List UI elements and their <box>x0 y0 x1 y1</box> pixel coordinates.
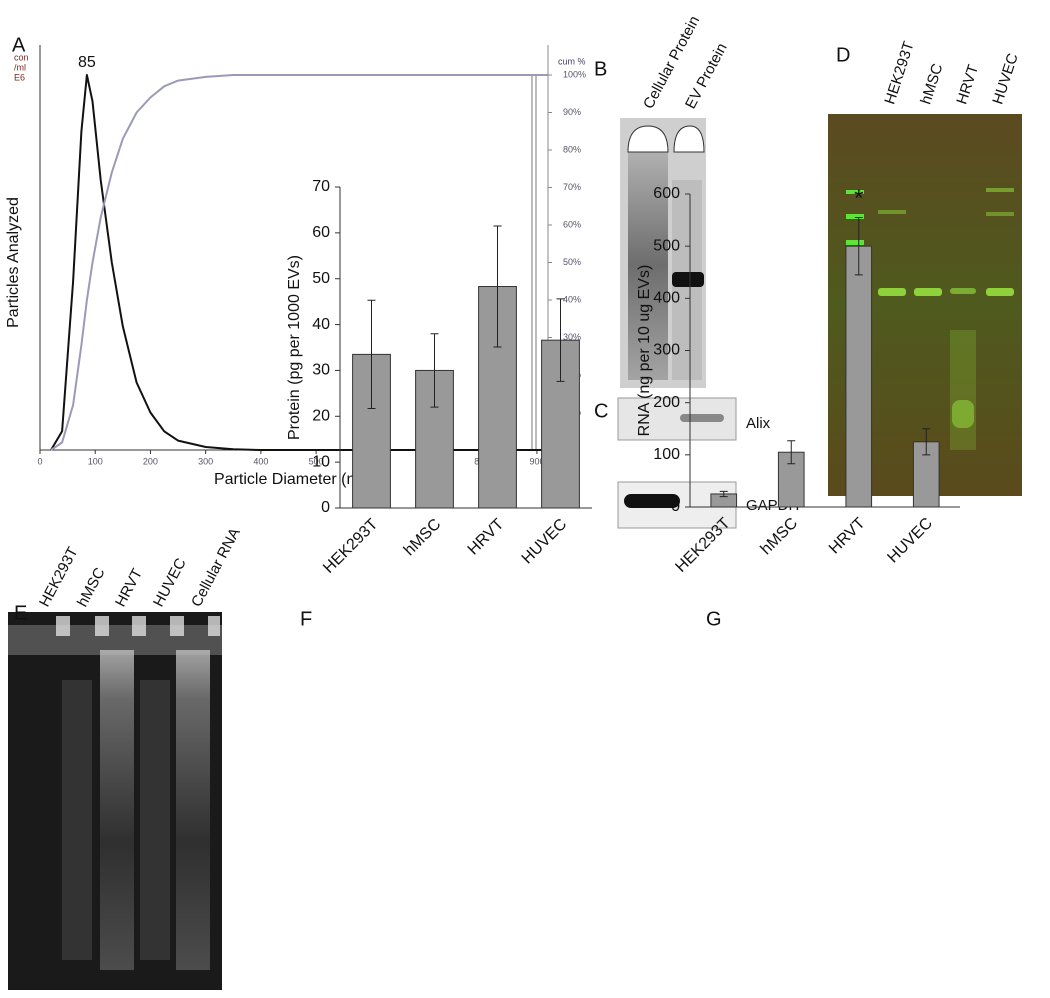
x-tick-label: hMSC <box>758 515 801 558</box>
x-tick-label: HRVT <box>826 515 869 558</box>
y-tick-label: 0 <box>671 498 680 515</box>
error-bar <box>556 298 565 382</box>
lane-label: HRVT <box>112 566 146 610</box>
panel-letter: E <box>14 602 27 624</box>
y-axis-label: RNA (ng per 10 ug EVs) <box>636 265 653 437</box>
lane-smear <box>628 150 668 380</box>
y-tick-label: 60 <box>312 224 330 241</box>
x-tick-label: 0 <box>37 456 42 466</box>
blot-c: Alix GAPDH C <box>594 397 799 529</box>
x-tick-label: 400 <box>253 456 268 466</box>
y2-tick-label: 60% <box>563 219 581 229</box>
x-tick-label: HUVEC <box>884 515 936 567</box>
lane-label: hMSC <box>917 61 946 106</box>
y2-tick-label: 80% <box>563 144 581 154</box>
y2-tick-label: 50% <box>563 257 581 267</box>
x-tick-label: 200 <box>143 456 158 466</box>
y-tick-label: 10 <box>312 453 330 470</box>
well <box>627 125 669 153</box>
lane-smear <box>62 680 92 960</box>
well <box>673 125 705 153</box>
error-bar <box>367 299 376 409</box>
y-unit-label: con <box>14 52 29 62</box>
x-tick-label: 500 <box>309 456 324 466</box>
band <box>672 272 704 287</box>
y-unit-label: E6 <box>14 72 25 82</box>
lane-label: HEK293T <box>881 39 917 106</box>
y-tick-label: 30 <box>312 362 330 379</box>
annotation: * <box>854 185 863 212</box>
y-tick-label: 70 <box>312 178 330 195</box>
error-bar <box>787 440 796 465</box>
lane-smear <box>100 650 134 970</box>
bar <box>845 245 873 508</box>
lane-label: EV Protein <box>682 40 731 111</box>
lane-smear <box>176 650 210 970</box>
y-tick-label: 20 <box>312 408 330 425</box>
error-bar <box>854 216 863 276</box>
gel-b: Cellular Protein EV Protein B <box>594 13 731 388</box>
band <box>680 414 724 422</box>
y-tick-label: 600 <box>653 185 680 202</box>
y-axis-label: Protein (pg per 1000 EVs) <box>286 255 303 440</box>
x-tick-label: 900 <box>529 456 544 466</box>
lane-label: Cellular RNA <box>188 525 244 610</box>
y-tick-label: 200 <box>653 394 680 411</box>
error-bar <box>719 490 728 498</box>
x-tick-label: 300 <box>198 456 213 466</box>
panel-letter: D <box>836 44 850 66</box>
x-tick-label: HUVEC <box>519 516 571 568</box>
lane-label: HUVEC <box>989 51 1021 106</box>
band <box>624 494 680 508</box>
x-tick-label: hMSC <box>401 516 444 559</box>
x-tick-label: 100 <box>88 456 103 466</box>
series-line <box>50 74 548 451</box>
y-tick-label: 50 <box>312 270 330 287</box>
panel-letter: B <box>594 58 607 80</box>
y-tick-label: 100 <box>653 446 680 463</box>
lane-label: HUVEC <box>150 555 190 609</box>
y-tick-label: 400 <box>653 290 680 307</box>
lane-bands <box>878 188 1014 450</box>
panel-letter: G <box>706 608 722 630</box>
y-axis-label: Particles Analyzed <box>5 197 22 328</box>
gel-e: HEK293T hMSC HRVT HUVEC Cellular RNA E <box>8 525 244 990</box>
lane-label: hMSC <box>74 565 109 610</box>
panel-letter: F <box>300 608 312 630</box>
error-bar <box>922 428 931 456</box>
band-label: Alix <box>746 415 771 432</box>
y-tick-label: 300 <box>653 342 680 359</box>
series-line <box>50 74 548 451</box>
y2-tick-label: 30% <box>563 332 581 342</box>
lane-label: HRVT <box>953 63 982 107</box>
y-tick-label: 40 <box>312 316 330 333</box>
wells <box>56 616 220 636</box>
error-bar <box>430 333 439 408</box>
panel-letter: C <box>594 400 608 422</box>
error-bar <box>493 225 502 348</box>
y2-tick-label: 90% <box>563 107 581 117</box>
x-axis-label: Particle Diameter (nm) <box>214 471 374 488</box>
y-tick-label: 0 <box>321 499 330 516</box>
x-tick-label: HRVT <box>465 516 508 559</box>
panel-letter: A <box>12 34 26 56</box>
peak-annotation: 85 <box>78 54 96 71</box>
y2-tick-label: 100% <box>563 69 586 79</box>
x-tick-label: HEK293T <box>320 516 381 577</box>
y2-unit-label: cum % <box>558 56 586 66</box>
lane-smear <box>140 680 170 960</box>
y-unit-label: /ml <box>14 62 26 72</box>
y2-tick-label: 70% <box>563 182 581 192</box>
y2-tick-label: 40% <box>563 294 581 304</box>
y-tick-label: 500 <box>653 237 680 254</box>
